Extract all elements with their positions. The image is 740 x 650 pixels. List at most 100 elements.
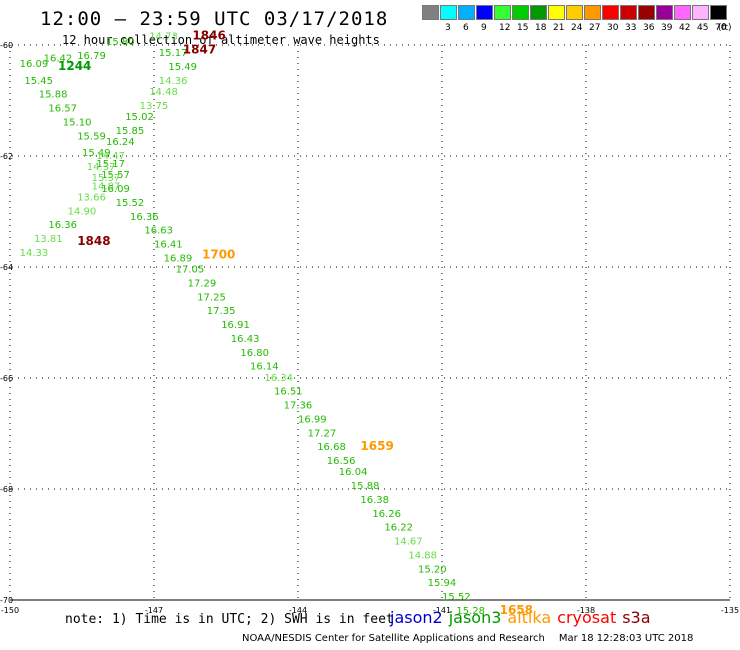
scale-label: 70 [715, 23, 727, 33]
wave-height-value: 16.36 [48, 220, 77, 231]
satellite-name: cryosat [557, 608, 617, 627]
pass-time-label: 1658 [500, 603, 533, 617]
wave-height-value: 14.90 [68, 206, 97, 217]
footnote: note: 1) Time is in UTC; 2) SWH is in fe… [65, 612, 394, 627]
wave-height-value: 16.34 [264, 373, 293, 384]
wave-height-value: 16.09 [20, 59, 49, 70]
scale-label: 3 [445, 23, 451, 33]
scale-label: 12 [499, 23, 511, 33]
scale-swatch [584, 5, 601, 20]
wave-height-value: 15.02 [125, 112, 154, 123]
wave-height-value: 14.67 [394, 537, 423, 548]
wave-height-value: 16.22 [384, 523, 413, 534]
wave-height-value: 16.26 [372, 509, 401, 520]
wave-height-value: 15.52 [116, 198, 145, 209]
lat-tick-label: -70 [0, 596, 13, 605]
pass-time-label: 1244 [58, 59, 91, 73]
lat-tick-label: -62 [0, 152, 13, 161]
wave-height-value: 16.91 [221, 320, 250, 331]
credit-line: NOAA/NESDIS Center for Satellite Applica… [242, 633, 693, 644]
wave-height-value: 15.17 [96, 159, 125, 170]
wave-height-value: 17.29 [188, 278, 217, 289]
scale-swatch [548, 5, 565, 20]
wave-height-value: 16.51 [274, 387, 303, 398]
wave-height-value: 14.88 [408, 550, 437, 561]
wave-height-value: 14.37 [87, 162, 116, 173]
wave-height-value: 16.57 [48, 104, 77, 115]
wave-height-value: 16.24 [106, 137, 135, 148]
wave-height-value: 15.10 [63, 117, 92, 128]
wave-height-value: 16.36 [130, 212, 159, 223]
wave-height-value: 17.35 [207, 306, 236, 317]
wave-height-value: 15.88 [39, 90, 68, 101]
wave-height-value: 16.80 [240, 348, 269, 359]
lat-tick-label: -64 [0, 263, 13, 272]
wave-height-value: 16.42 [44, 54, 73, 65]
scale-label: 39 [661, 23, 673, 33]
wave-height-value: 14.87 [92, 181, 121, 192]
wave-height-value: 15.59 [77, 131, 106, 142]
wave-height-value: 14.73 [149, 31, 178, 42]
scale-swatch [422, 5, 439, 20]
pass-time-label: 1847 [183, 42, 216, 56]
satellite-name: s3a [622, 608, 651, 627]
scale-label: 9 [481, 23, 487, 33]
wave-height-value: 15.17 [159, 48, 188, 59]
wave-height-value: 15.80 [106, 37, 135, 48]
scale-swatch [512, 5, 529, 20]
wave-height-value: 15.37 [92, 173, 121, 184]
scale-label: 15 [517, 23, 529, 33]
scale-label: 18 [535, 23, 547, 33]
wave-height-value: 16.41 [154, 240, 183, 251]
wave-height-value: 15.45 [24, 76, 53, 87]
lon-tick-label: -144 [289, 606, 307, 615]
pass-time-label: 1700 [202, 248, 235, 262]
wave-height-value: 15.49 [168, 62, 197, 73]
wave-height-value: 17.25 [197, 292, 226, 303]
scale-swatch [440, 5, 457, 20]
wave-height-value: 14.33 [20, 248, 49, 259]
lon-tick-label: -147 [145, 606, 163, 615]
scale-swatch [620, 5, 637, 20]
scale-swatch [710, 5, 727, 20]
wave-height-value: 15.28 [456, 606, 485, 617]
scale-label: 27 [589, 23, 601, 33]
satellite-name: jason3 [448, 608, 502, 627]
wave-height-value: 15.88 [351, 481, 380, 492]
satellite-legend: jason2 jason3 altika cryosat s3a [390, 608, 657, 627]
lat-tick-label: -60 [0, 41, 13, 50]
wave-height-value: 15.94 [428, 578, 457, 589]
lon-tick-label: -141 [433, 606, 451, 615]
lon-tick-label: -135 [721, 606, 739, 615]
subtitle: 12 hour collection of altimeter wave hei… [62, 33, 380, 47]
scale-swatch [566, 5, 583, 20]
lat-tick-label: -66 [0, 374, 13, 383]
wave-height-value: 17.05 [176, 265, 205, 276]
scale-swatch [494, 5, 511, 20]
scale-swatch [530, 5, 547, 20]
wave-height-value: 14.48 [149, 87, 178, 98]
wave-height-value: 16.89 [164, 253, 193, 264]
wave-height-value: 13.75 [140, 101, 169, 112]
scale-label: 45 [697, 23, 709, 33]
wave-height-value: 13.66 [77, 192, 106, 203]
wave-height-value: 15.49 [82, 148, 111, 159]
scale-label: 21 [553, 23, 565, 33]
wave-height-value: 15.57 [101, 170, 130, 181]
scale-swatch [674, 5, 691, 20]
pass-time-label: 1659 [360, 439, 393, 453]
satellite-name: altika [507, 608, 552, 627]
scale-swatch [458, 5, 475, 20]
wave-height-value: 16.09 [101, 184, 130, 195]
scale-swatch [638, 5, 655, 20]
scale-swatch [692, 5, 709, 20]
scale-label: 30 [607, 23, 619, 33]
wave-height-value: 15.20 [418, 564, 447, 575]
wave-height-value: 15.85 [116, 126, 145, 137]
scale-label: 36 [643, 23, 655, 33]
wave-height-value: 16.43 [231, 334, 260, 345]
lat-tick-label: -68 [0, 485, 13, 494]
wave-height-value: 16.04 [339, 467, 368, 478]
wave-height-value: 17.27 [308, 428, 337, 439]
